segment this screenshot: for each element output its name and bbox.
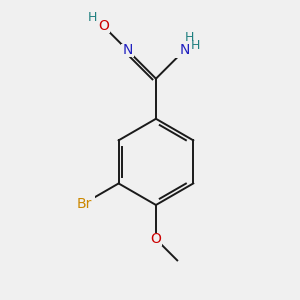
Text: H: H <box>191 39 200 52</box>
Text: H: H <box>185 31 194 44</box>
Text: N: N <box>122 43 133 57</box>
FancyBboxPatch shape <box>97 20 110 33</box>
Text: N: N <box>179 43 190 57</box>
FancyBboxPatch shape <box>149 232 163 246</box>
FancyBboxPatch shape <box>121 44 134 57</box>
FancyBboxPatch shape <box>176 43 193 58</box>
FancyBboxPatch shape <box>73 196 95 211</box>
Text: O: O <box>98 19 109 33</box>
Text: Br: Br <box>76 196 92 211</box>
Text: H: H <box>88 11 97 24</box>
Text: O: O <box>151 232 161 246</box>
